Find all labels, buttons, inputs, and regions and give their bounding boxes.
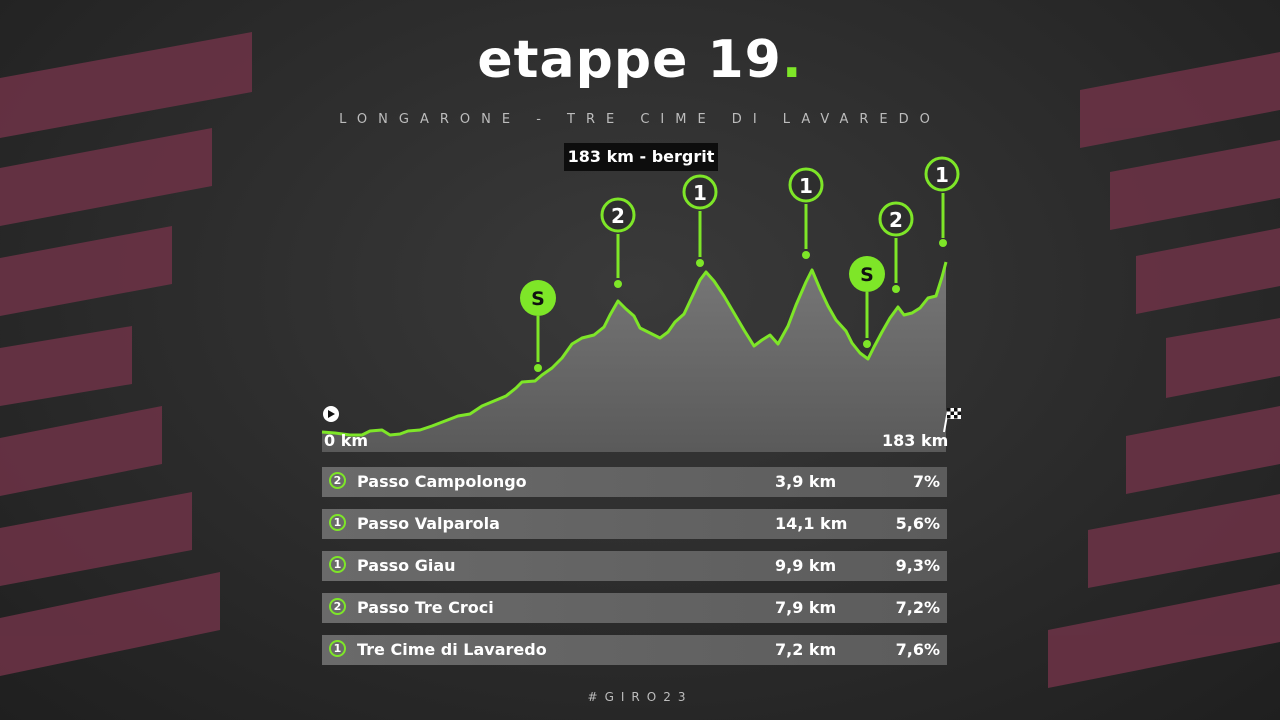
profile-area <box>322 262 946 452</box>
sprint-marker: S <box>520 280 556 372</box>
route-subtitle: LONGARONE - TRE CIME DI LAVAREDO <box>339 112 941 127</box>
climb-marker-label: 2 <box>889 208 903 232</box>
climb-length: 7,2 km <box>775 640 837 659</box>
climb-marker-label: 2 <box>611 204 625 228</box>
climb-length: 7,9 km <box>775 598 837 617</box>
sprint-marker-label: S <box>531 288 545 310</box>
profile-line <box>321 261 948 437</box>
climb-gradient: 7,2% <box>895 598 940 617</box>
end-distance-label: 183 km <box>882 431 949 450</box>
play-icon <box>323 406 339 422</box>
climb-marker: 1 <box>788 167 824 259</box>
checkered-flag-icon <box>943 408 961 433</box>
climb-marker-label: 1 <box>693 181 707 205</box>
climb-gradient: 7% <box>912 472 940 491</box>
distance-badge: 183 km - bergrit <box>564 143 718 171</box>
climb-marker: 2 <box>878 201 914 293</box>
climb-row: 2 Passo Tre Croci 7,9 km 7,2% <box>322 593 947 623</box>
sprint-marker: S <box>849 256 885 348</box>
climbs-table: 2 Passo Campolongo 3,9 km 7% 1 Passo Val… <box>322 467 947 677</box>
climb-row: 1 Passo Giau 9,9 km 9,3% <box>322 551 947 581</box>
hashtag-footer: #GIRO23 <box>587 690 693 704</box>
climb-name: Passo Campolongo <box>357 472 527 491</box>
category-badge-icon: 1 <box>329 556 346 573</box>
climb-name: Tre Cime di Lavaredo <box>357 640 547 659</box>
climb-marker: 1 <box>924 156 960 247</box>
climb-gradient: 9,3% <box>895 556 940 575</box>
climb-name: Passo Tre Croci <box>357 598 494 617</box>
sprint-marker-label: S <box>860 264 874 286</box>
climb-name: Passo Giau <box>357 556 456 575</box>
category-badge-icon: 2 <box>329 472 346 489</box>
category-badge-icon: 2 <box>329 598 346 615</box>
title-accent-dot: . <box>781 30 803 90</box>
climb-row: 2 Passo Campolongo 3,9 km 7% <box>322 467 947 497</box>
climb-row: 1 Passo Valparola 14,1 km 5,6% <box>322 509 947 539</box>
climb-row: 1 Tre Cime di Lavaredo 7,2 km 7,6% <box>322 635 947 665</box>
climb-length: 9,9 km <box>775 556 837 575</box>
category-badge-icon: 1 <box>329 640 346 657</box>
start-distance-label: 0 km <box>324 431 369 450</box>
climb-marker-label: 1 <box>799 174 813 198</box>
climb-length: 14,1 km <box>775 514 848 533</box>
climb-gradient: 7,6% <box>895 640 940 659</box>
stage-title: etappe 19. <box>0 30 1280 90</box>
category-badge-icon: 1 <box>329 514 346 531</box>
climb-marker: 2 <box>600 197 636 288</box>
climb-marker-label: 1 <box>935 163 949 187</box>
stage-title-text: etappe 19 <box>477 30 782 90</box>
climb-marker: 1 <box>682 174 718 267</box>
climb-name: Passo Valparola <box>357 514 500 533</box>
climb-gradient: 5,6% <box>895 514 940 533</box>
climb-length: 3,9 km <box>775 472 837 491</box>
